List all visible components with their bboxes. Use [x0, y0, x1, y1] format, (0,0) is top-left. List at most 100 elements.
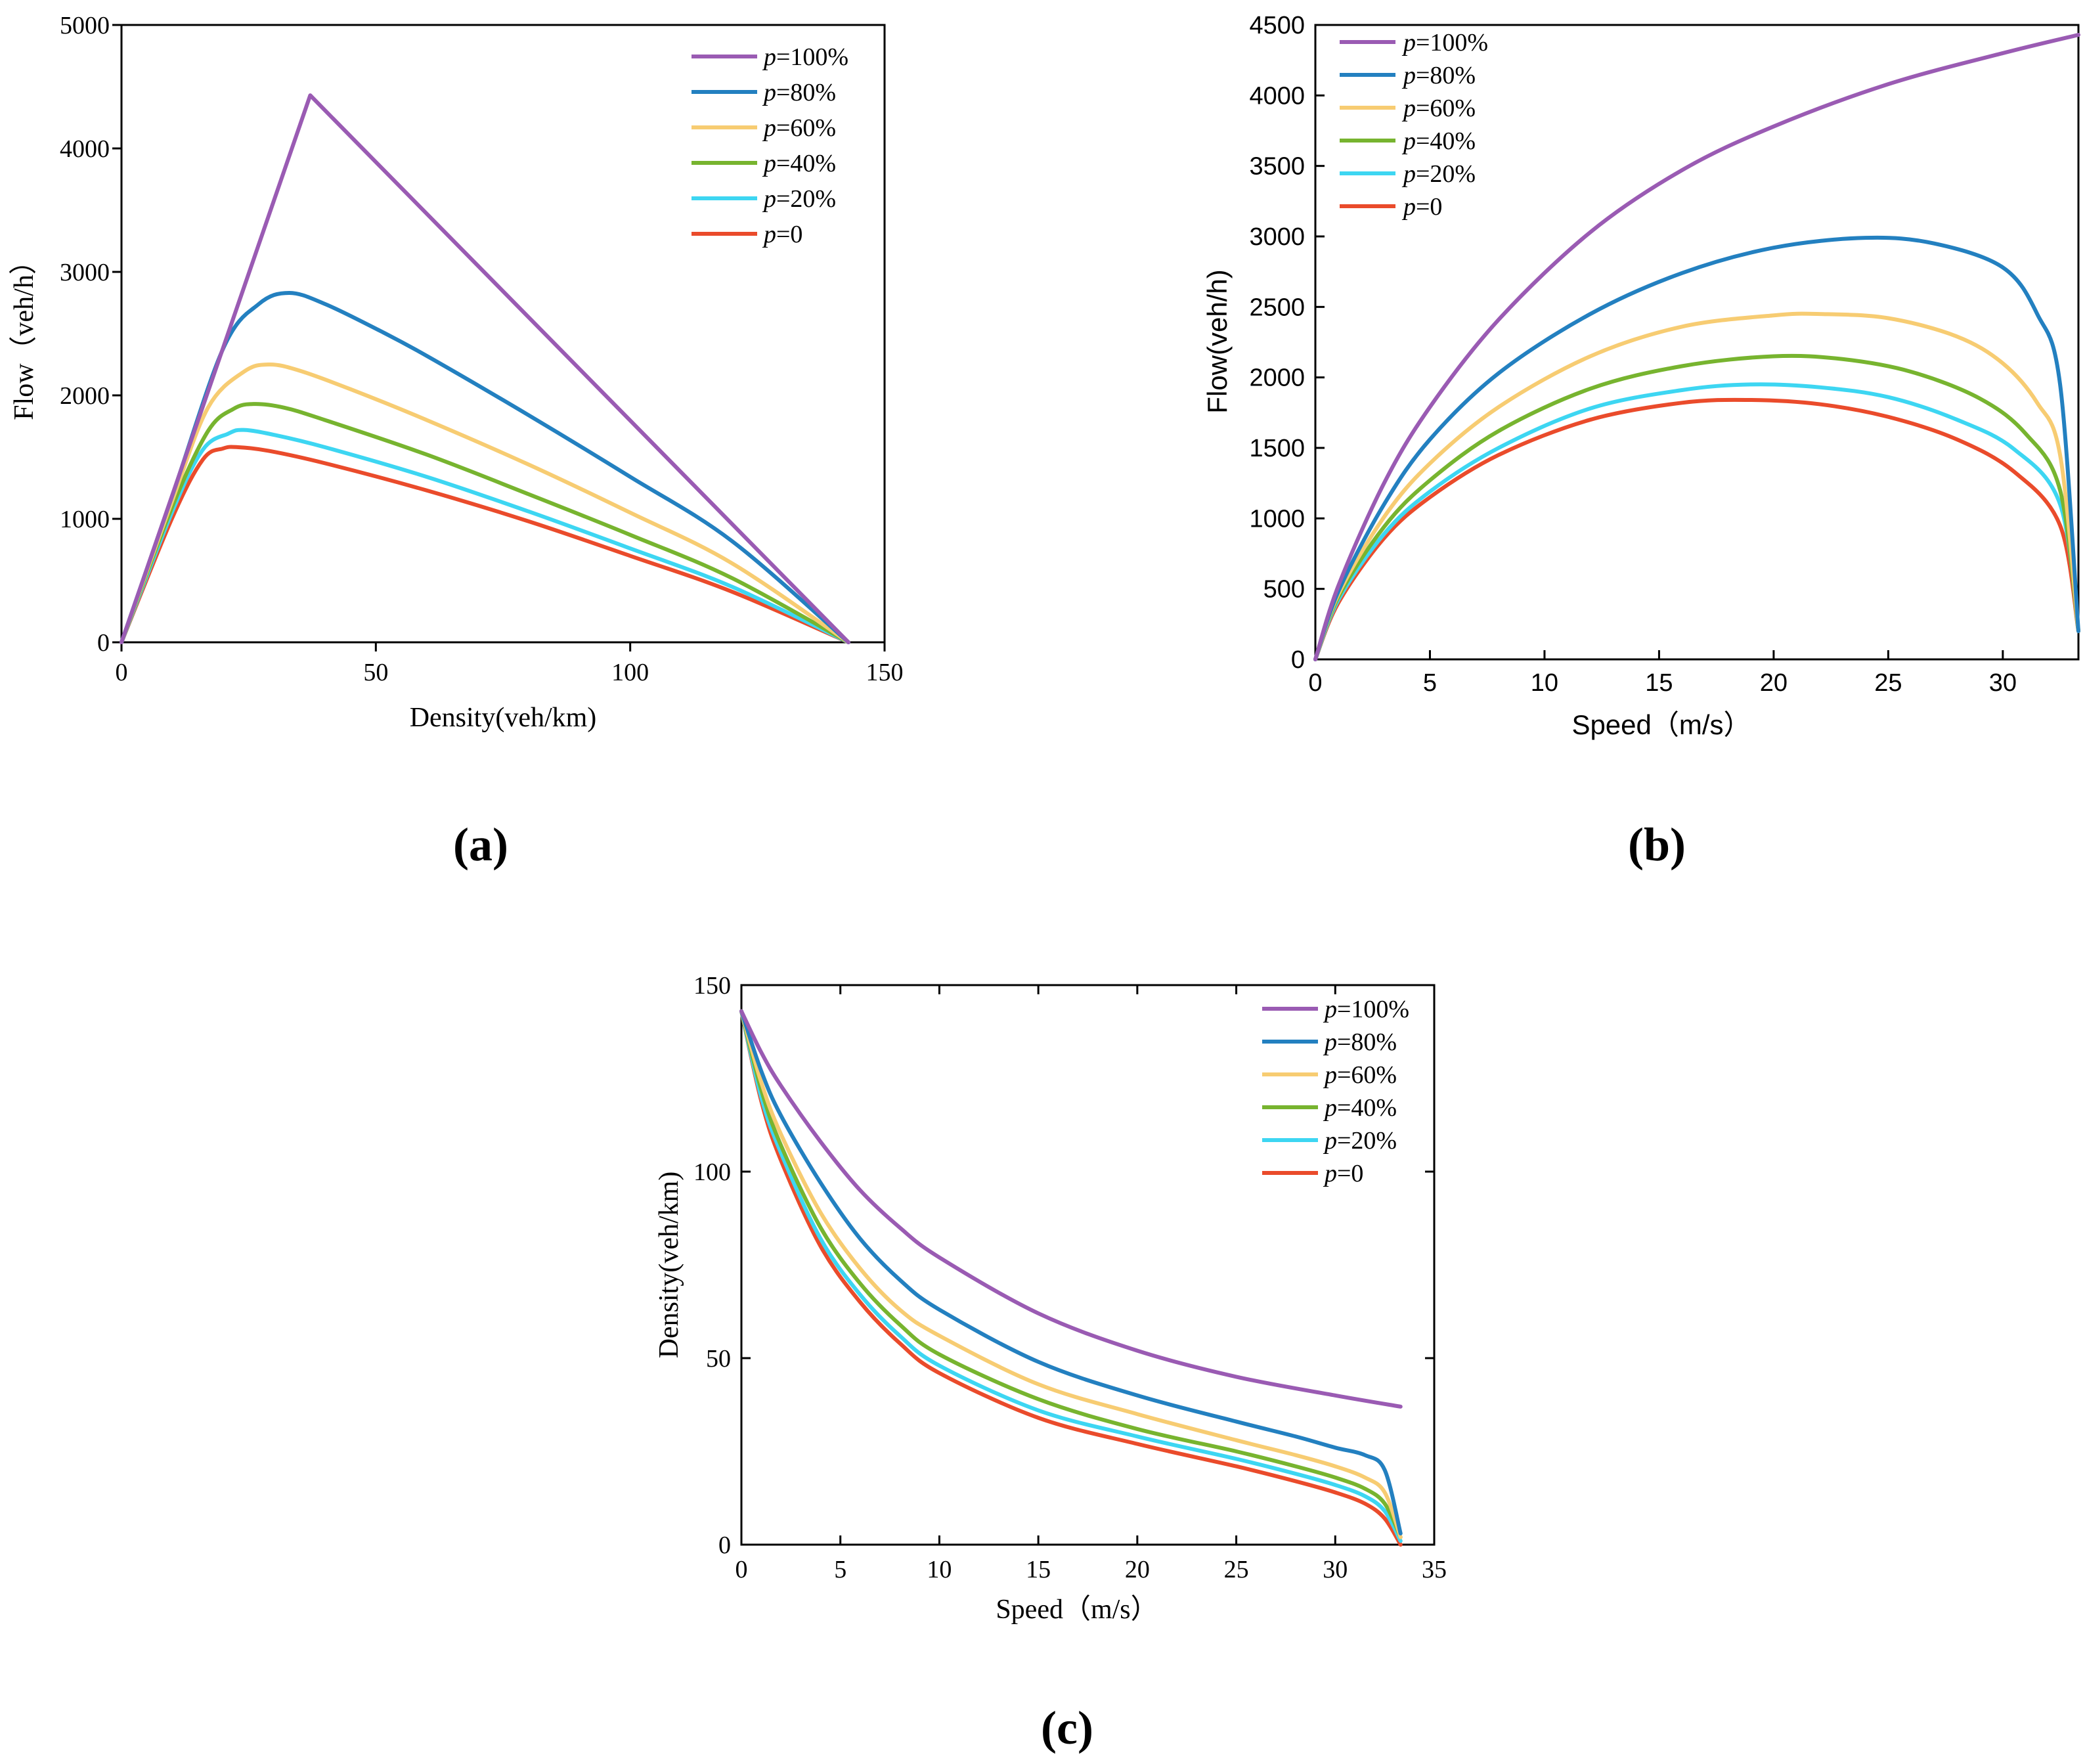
- y-tick-label-c: 0: [718, 1532, 731, 1559]
- x-axis-title-a: Density(veh/km): [410, 703, 597, 733]
- panel-label-a: (a): [453, 818, 508, 871]
- y-tick-label-b: 3000: [1249, 223, 1305, 251]
- series-line-p100-c: [739, 1009, 1403, 1409]
- legend-label-p40-b: p=40%: [1401, 127, 1476, 155]
- x-tick-label-c: 35: [1422, 1556, 1447, 1583]
- x-tick-label-c: 25: [1224, 1556, 1249, 1583]
- x-tick-label-a: 0: [116, 659, 128, 686]
- y-tick-label-c: 50: [706, 1345, 731, 1373]
- legend-label-p100-a: p=100%: [762, 43, 848, 71]
- series-line-p20-b: [1313, 382, 2080, 661]
- series-line-p40-a: [120, 402, 850, 644]
- series-line-p60-c: [739, 1009, 1403, 1539]
- legend-label-p80-c: p=80%: [1323, 1028, 1397, 1056]
- ticks-c: 0 5 10 15 20 25 30 35 0 50 100 150: [693, 972, 1447, 1583]
- y-tick-label-a: 5000: [60, 12, 110, 39]
- y-tick-label-b: 2500: [1249, 294, 1305, 321]
- y-tick-label-b: 3500: [1249, 153, 1305, 181]
- series-line-p60-a: [120, 362, 850, 644]
- legend-a: p=100% p=80% p=60% p=40% p=20% p=0: [691, 43, 848, 248]
- y-tick-label-c: 100: [693, 1158, 731, 1186]
- y-tick-label-b: 4500: [1249, 12, 1305, 39]
- legend-label-p60-c: p=60%: [1323, 1061, 1397, 1089]
- legend-label-p20-a: p=20%: [762, 185, 836, 213]
- panel-b: 0 5 10 15 20 25 30 0 500 1000 1500 2000 2500 3000 3500…: [1202, 12, 2080, 871]
- series-line-p80-b: [1313, 235, 2080, 661]
- panel-c: 0 5 10 15 20 25 30 35 0 50 100 150 p=100% p=80% p=60%…: [654, 972, 1447, 1754]
- y-tick-label-b: 500: [1263, 576, 1305, 604]
- x-tick-label-c: 30: [1323, 1556, 1348, 1583]
- x-tick-label-c: 15: [1026, 1556, 1051, 1583]
- y-axis-title-c: Density(veh/km): [654, 1172, 684, 1359]
- series-line-p40-b: [1313, 353, 2080, 661]
- x-tick-label-a: 50: [363, 659, 388, 686]
- y-tick-label-a: 3000: [60, 259, 110, 286]
- legend-label-p0-c: p=0: [1323, 1160, 1363, 1187]
- series-line-p0-b: [1313, 397, 2080, 661]
- x-tick-label-b: 25: [1874, 669, 1902, 697]
- y-axis-title-a: Flow（veh/h）: [9, 247, 39, 420]
- y-tick-label-a: 0: [97, 629, 110, 657]
- series-a: [120, 93, 850, 644]
- series-line-p0-a: [120, 445, 850, 644]
- plot-frame-b: [1314, 24, 2080, 661]
- legend-label-p60-a: p=60%: [762, 114, 836, 142]
- y-axis-title-b: Flow(veh/h): [1202, 269, 1233, 413]
- series-line-p100-b: [1313, 33, 2080, 661]
- x-tick-label-c: 5: [834, 1556, 846, 1583]
- x-tick-label-b: 20: [1760, 669, 1788, 697]
- series-line-p0-c: [739, 1009, 1403, 1547]
- series-line-p80-c: [739, 1009, 1403, 1535]
- legend-label-p100-c: p=100%: [1323, 996, 1409, 1023]
- x-tick-label-b: 10: [1531, 669, 1558, 697]
- series-line-p60-b: [1313, 311, 2080, 661]
- y-tick-label-a: 1000: [60, 506, 110, 533]
- legend-label-p100-b: p=100%: [1401, 29, 1488, 56]
- y-tick-label-a: 2000: [60, 382, 110, 410]
- x-tick-label-b: 30: [1989, 669, 2017, 697]
- legend-b: p=100% p=80% p=60% p=40% p=20% p=0: [1340, 29, 1488, 221]
- x-tick-label-a: 150: [866, 659, 904, 686]
- legend-label-p0-a: p=0: [762, 221, 802, 248]
- legend-label-p80-b: p=80%: [1401, 62, 1476, 89]
- legend-c: p=100% p=80% p=60% p=40% p=20% p=0: [1262, 996, 1409, 1187]
- panel-label-b: (b): [1628, 818, 1686, 871]
- series-line-p100-a: [120, 93, 850, 644]
- series-line-p40-c: [739, 1009, 1403, 1539]
- y-tick-label-b: 1000: [1249, 505, 1305, 533]
- legend-label-p80-a: p=80%: [762, 79, 836, 106]
- x-tick-label-c: 20: [1125, 1556, 1150, 1583]
- legend-label-p40-a: p=40%: [762, 150, 836, 177]
- plot-frame-c: [740, 984, 1436, 1546]
- series-b: [1313, 33, 2080, 661]
- x-tick-label-c: 0: [735, 1556, 748, 1583]
- legend-label-p20-b: p=20%: [1401, 160, 1476, 188]
- legend-label-p0-b: p=0: [1401, 193, 1442, 221]
- x-axis-title-b: Speed（m/s）: [1571, 709, 1751, 740]
- y-tick-label-b: 0: [1291, 646, 1305, 674]
- y-tick-label-b: 2000: [1249, 364, 1305, 392]
- x-axis-title-c: Speed（m/s）: [996, 1595, 1158, 1625]
- x-tick-label-c: 10: [927, 1556, 952, 1583]
- x-tick-label-a: 100: [611, 659, 649, 686]
- legend-label-p40-c: p=40%: [1323, 1094, 1397, 1122]
- series-line-p20-a: [120, 428, 850, 644]
- series-line-p20-c: [739, 1009, 1403, 1543]
- panel-label-c: (c): [1041, 1702, 1093, 1754]
- plot-frame-a: [120, 24, 886, 644]
- y-tick-label-b: 4000: [1249, 82, 1305, 110]
- ticks-b: 0 5 10 15 20 25 30 0 500 1000 1500 2000 2500 3000 3500…: [1249, 12, 2017, 697]
- legend-label-p60-b: p=60%: [1401, 95, 1476, 122]
- series-c: [739, 1009, 1403, 1547]
- panel-a: 0 50 100 150 0 1000 2000 3000 4000 5000 p=100% p=8…: [9, 12, 904, 871]
- y-tick-label-c: 150: [693, 972, 731, 1000]
- x-tick-label-b: 15: [1645, 669, 1673, 697]
- x-tick-label-b: 0: [1308, 669, 1322, 697]
- y-tick-label-a: 4000: [60, 135, 110, 163]
- y-tick-label-b: 1500: [1249, 435, 1305, 462]
- legend-label-p20-c: p=20%: [1323, 1127, 1397, 1155]
- x-tick-label-b: 5: [1423, 669, 1437, 697]
- ticks-a: 0 50 100 150 0 1000 2000 3000 4000 5000: [60, 12, 904, 686]
